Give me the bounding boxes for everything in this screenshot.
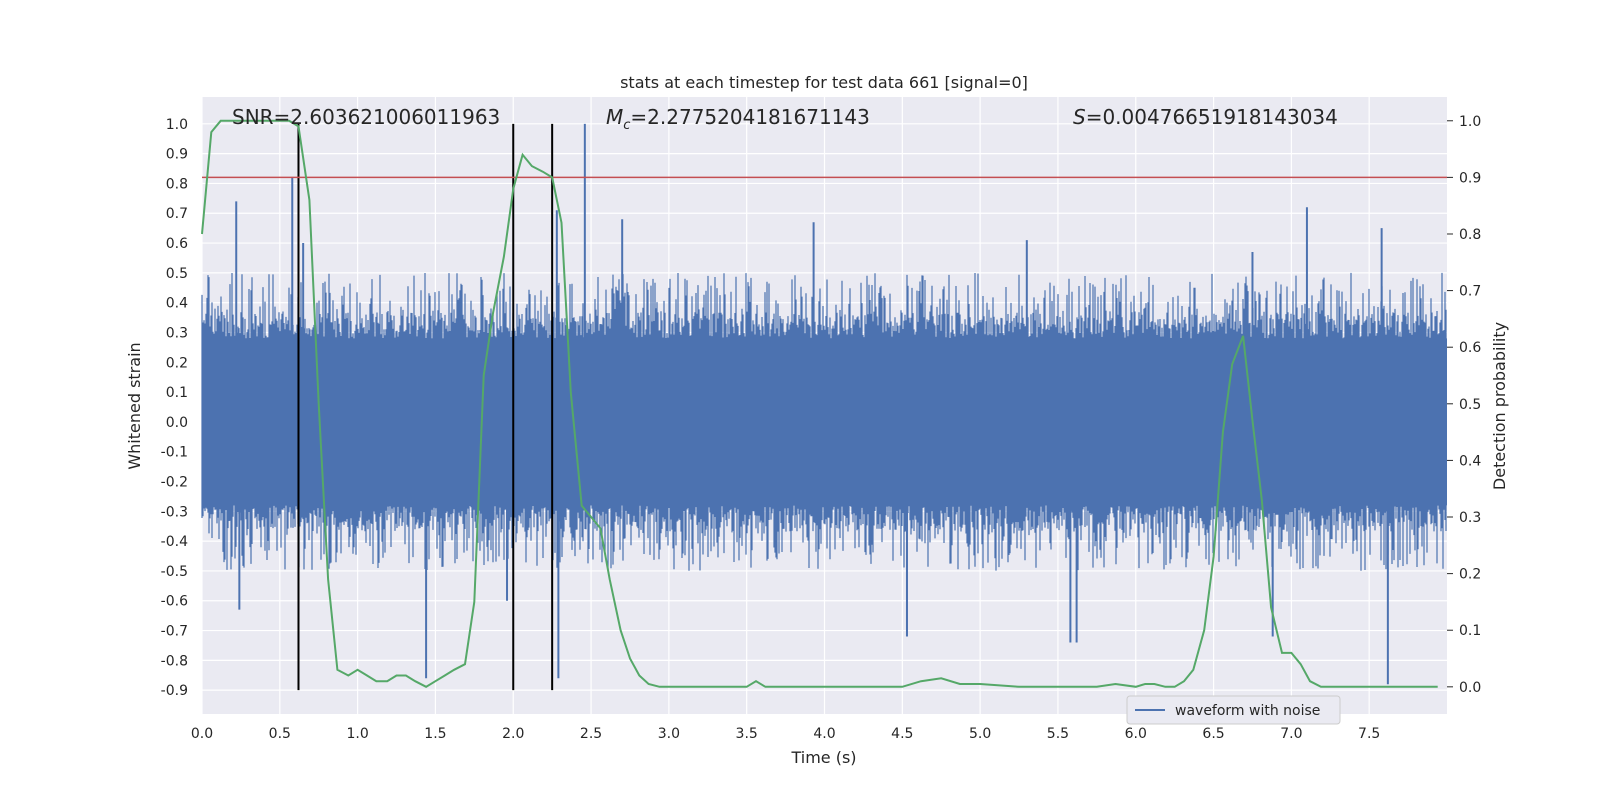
y-tick-label: -0.7 <box>161 624 188 640</box>
chirp-mass-symbol: M <box>606 105 623 129</box>
y-tick-label: 0.5 <box>166 266 188 282</box>
chirp-mass-subscript: c <box>623 118 630 133</box>
x-tick-label: 1.5 <box>424 726 446 742</box>
y-tick-label: 0.7 <box>166 206 188 222</box>
y-right-tick-label: 0.0 <box>1459 680 1481 696</box>
chirp-mass-stat: Mc=2.2775204181671143 <box>606 105 870 133</box>
y-tick-label: 0.0 <box>166 415 188 431</box>
legend: waveform with noise <box>1126 695 1341 725</box>
x-tick-label: 6.5 <box>1202 726 1224 742</box>
x-tick-label: 6.0 <box>1125 726 1147 742</box>
x-tick-label: 5.5 <box>1047 726 1069 742</box>
x-tick-label: 3.0 <box>658 726 680 742</box>
event-markers <box>297 123 554 691</box>
y-tick-label: -0.8 <box>161 653 188 669</box>
y-right-tick-label: 0.6 <box>1459 340 1481 356</box>
x-tick-label: 7.0 <box>1280 726 1302 742</box>
x-tick-label: 4.0 <box>813 726 835 742</box>
probability-series <box>201 119 1438 688</box>
y-right-tick-label: 0.7 <box>1459 284 1481 300</box>
x-tick-label: 7.5 <box>1358 726 1380 742</box>
y-tick-label: -0.3 <box>161 504 188 520</box>
y-right-tick-label: 0.4 <box>1459 453 1481 469</box>
y-tick-label: 0.6 <box>166 236 188 252</box>
chirp-mass-value: =2.2775204181671143 <box>630 105 869 129</box>
y-tick-label: -0.4 <box>161 534 188 550</box>
waveform-core <box>202 338 1447 506</box>
y-tick-labels: 1.0 0.9 0.8 0.7 0.6 0.5 0.4 0.3 0.2 0.1 0.0 -0.1 -0.… <box>161 117 188 699</box>
y-tick-label: 0.4 <box>166 296 188 312</box>
snr-stat: SNR=2.603621006011963 <box>232 105 500 129</box>
x-tick-label: 2.5 <box>580 726 602 742</box>
y-tick-label: 0.8 <box>166 176 188 192</box>
y-tick-label: -0.2 <box>161 475 188 491</box>
x-tick-label: 3.5 <box>736 726 758 742</box>
y-tick-label: -0.5 <box>161 564 188 580</box>
x-tick-label: 0.5 <box>269 726 291 742</box>
y-tick-label: -0.9 <box>161 683 188 699</box>
legend-label: waveform with noise <box>1175 703 1320 719</box>
y-tick-label: -0.1 <box>161 445 188 461</box>
y-right-tick-label: 0.1 <box>1459 623 1481 639</box>
s-symbol: S <box>1073 105 1086 129</box>
y-tick-label: 0.1 <box>166 385 188 401</box>
s-value: =0.00476651918143034 <box>1086 105 1338 129</box>
y-right-tick-label: 0.5 <box>1459 397 1481 413</box>
y-tick-label: 1.0 <box>166 117 188 133</box>
y-tick-label: 0.2 <box>166 355 188 371</box>
y-right-tick-label: 0.9 <box>1459 170 1481 186</box>
y-right-axis-title: Detection probability <box>1490 322 1509 490</box>
y-right-tick-label: 0.8 <box>1459 227 1481 243</box>
y-right-tick-labels: 1.0 0.9 0.8 0.7 0.6 0.5 0.4 0.3 0.2 0.1 0.0 <box>1447 114 1481 696</box>
probability-line <box>201 119 1438 688</box>
legend-box <box>1126 695 1341 725</box>
x-tick-label: 5.0 <box>969 726 991 742</box>
x-axis-title: Time (s) <box>790 748 856 767</box>
y-tick-label: 0.9 <box>166 147 188 163</box>
y-axis-title: Whitened strain <box>125 342 144 469</box>
y-tick-label: 0.3 <box>166 325 188 341</box>
y-tick-label: -0.6 <box>161 594 188 610</box>
x-tick-labels: 0.0 0.5 1.0 1.5 2.0 2.5 3.0 3.5 4.0 4.5 5.0 5.5 6.0 6… <box>191 726 1380 742</box>
waveform-series <box>201 123 1447 685</box>
chart-title: stats at each timestep for test data 661… <box>620 73 1028 92</box>
y-right-tick-label: 1.0 <box>1459 114 1481 130</box>
s-stat: S=0.00476651918143034 <box>1073 105 1338 129</box>
x-tick-label: 4.5 <box>891 726 913 742</box>
x-tick-label: 0.0 <box>191 726 213 742</box>
y-right-tick-label: 0.3 <box>1459 510 1481 526</box>
y-right-tick-label: 0.2 <box>1459 567 1481 583</box>
x-tick-label: 1.0 <box>346 726 368 742</box>
x-tick-label: 2.0 <box>502 726 524 742</box>
